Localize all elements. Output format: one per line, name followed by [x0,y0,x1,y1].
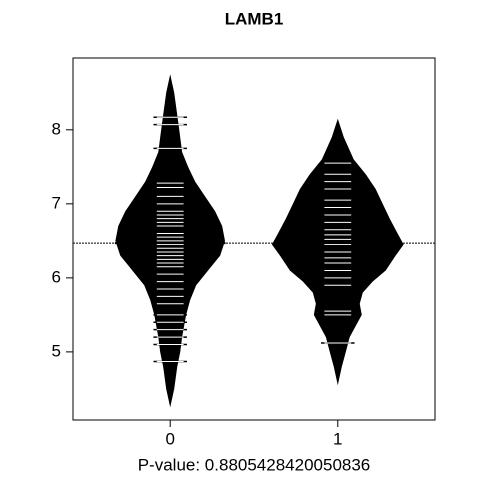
y-tick-label: 8 [52,119,61,138]
y-tick-label: 7 [52,193,61,212]
x-tick-label: 0 [165,429,174,448]
x-tick-label: 1 [333,429,342,448]
x-axis-label: P-value: 0.8805428420050836 [138,455,371,474]
y-tick-label: 6 [52,267,61,286]
plot-frame [72,57,436,421]
y-tick-label: 5 [52,341,61,360]
chart-title: LAMB1 [225,9,284,28]
